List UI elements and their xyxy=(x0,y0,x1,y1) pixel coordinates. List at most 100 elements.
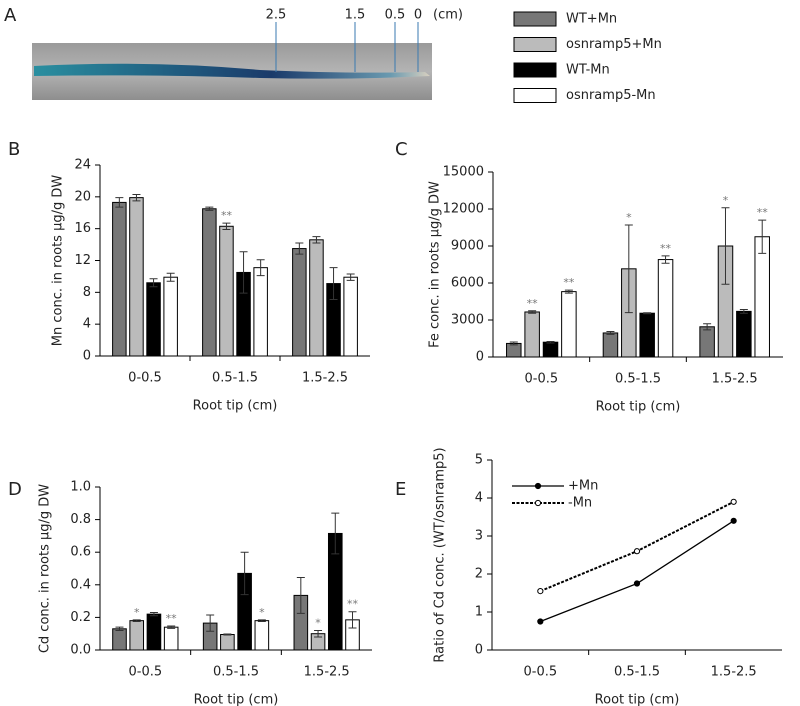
panel-label: C xyxy=(395,139,408,160)
x-tick-label: 0.5-1.5 xyxy=(615,372,661,387)
bar xyxy=(219,225,234,357)
y-tick-label: 0 xyxy=(475,643,483,658)
significance: ** xyxy=(563,276,575,289)
line xyxy=(539,500,735,593)
root-mark-label: 0.5 xyxy=(385,8,406,23)
panel-label: A xyxy=(4,5,17,26)
y-tick-label: 0.2 xyxy=(70,610,91,625)
significance: ** xyxy=(660,242,672,255)
y-tick-label: 4 xyxy=(83,317,91,332)
legend-swatch xyxy=(513,62,557,78)
y-tick-label: 20 xyxy=(74,189,91,204)
y-tick-label: 8 xyxy=(83,285,91,300)
error-bar xyxy=(346,273,355,281)
error-bar xyxy=(239,251,248,294)
y-tick-label: 12000 xyxy=(443,202,484,217)
error-bar xyxy=(703,323,712,331)
error-bar xyxy=(509,341,518,346)
error-bar xyxy=(606,330,615,335)
x-tick-label: 1.5-2.5 xyxy=(304,665,350,680)
y-tick-label: 5 xyxy=(475,453,483,468)
error-bar xyxy=(132,193,141,202)
y-axis-label: Ratio of Cd conc. (WT/osnramp5) xyxy=(433,447,448,662)
x-tick-label: 0-0.5 xyxy=(524,665,558,680)
x-tick-label: 0-0.5 xyxy=(525,372,559,387)
point xyxy=(730,517,737,524)
point xyxy=(537,618,544,625)
x-tick-label: 1.5-2.5 xyxy=(712,372,758,387)
error-bar xyxy=(758,219,767,254)
error-bar xyxy=(257,619,266,622)
root-mark-label: 2.5 xyxy=(266,8,287,23)
x-axis-label: Root tip (cm) xyxy=(596,400,681,415)
error-bar xyxy=(721,207,730,285)
bar xyxy=(163,626,179,651)
y-tick-label: 16 xyxy=(74,221,91,236)
line xyxy=(540,520,735,623)
root-unit: (cm) xyxy=(433,8,463,23)
x-tick-label: 0-0.5 xyxy=(129,665,163,680)
y-tick-label: 3000 xyxy=(451,313,484,328)
bar xyxy=(202,208,217,357)
error-bar xyxy=(149,278,158,288)
bar xyxy=(146,282,161,357)
error-bar xyxy=(222,222,231,230)
x-tick-label: 1.5-2.5 xyxy=(711,665,757,680)
legend-label: WT-Mn xyxy=(566,63,610,78)
significance: ** xyxy=(166,612,178,625)
bar xyxy=(524,311,540,358)
panel-label: B xyxy=(8,139,20,160)
bar xyxy=(506,342,522,358)
y-tick-label: 0.4 xyxy=(70,577,91,592)
root-mark-label: 1.5 xyxy=(345,8,366,23)
error-bar xyxy=(661,255,670,264)
bar xyxy=(253,267,268,357)
error-bar xyxy=(331,512,340,555)
x-tick-label: 0.5-1.5 xyxy=(212,371,258,386)
bar xyxy=(292,248,307,357)
x-tick-label: 0.5-1.5 xyxy=(614,665,660,680)
error-bar xyxy=(149,612,158,617)
root-marks xyxy=(275,22,419,72)
error-bar xyxy=(739,309,748,314)
error-bar xyxy=(256,259,265,277)
significance: * xyxy=(259,606,265,619)
bar xyxy=(220,634,235,651)
x-tick-label: 0-0.5 xyxy=(128,371,162,386)
significance: ** xyxy=(347,598,359,611)
significance: ** xyxy=(527,297,539,310)
legend-swatch xyxy=(513,88,557,103)
point xyxy=(730,498,737,505)
bar xyxy=(163,276,178,357)
error-bar xyxy=(314,629,323,638)
bar xyxy=(542,341,559,358)
y-tick-label: 4 xyxy=(475,491,483,506)
error-bar xyxy=(240,551,249,596)
error-bar xyxy=(546,340,555,344)
y-tick-label: 0 xyxy=(476,350,484,365)
panel-label: E xyxy=(395,479,406,500)
error-bar xyxy=(205,206,214,211)
root xyxy=(34,63,430,79)
y-tick-label: 3 xyxy=(475,529,483,544)
bar xyxy=(254,620,270,651)
error-bar xyxy=(564,289,573,294)
y-tick-label: 1 xyxy=(475,605,483,620)
bar xyxy=(129,197,144,357)
panel-label: D xyxy=(8,479,22,500)
significance: * xyxy=(723,194,729,207)
error-bar xyxy=(223,633,232,636)
y-axis-label: Cd conc. in roots µg/g DW xyxy=(38,484,53,653)
root-mark-label: 0 xyxy=(414,8,422,23)
legend-label: WT+Mn xyxy=(566,12,617,27)
bar xyxy=(129,620,145,651)
legend-label: osnramp5+Mn xyxy=(566,37,662,52)
error-bar xyxy=(528,310,537,314)
y-tick-label: 0.8 xyxy=(70,512,91,527)
x-axis-label: Root tip (cm) xyxy=(193,399,278,414)
error-bar xyxy=(206,614,215,632)
y-tick-label: 0.6 xyxy=(70,545,91,560)
error-bar xyxy=(643,312,652,315)
legend-label: osnramp5-Mn xyxy=(566,88,656,103)
error-bar xyxy=(624,224,633,314)
